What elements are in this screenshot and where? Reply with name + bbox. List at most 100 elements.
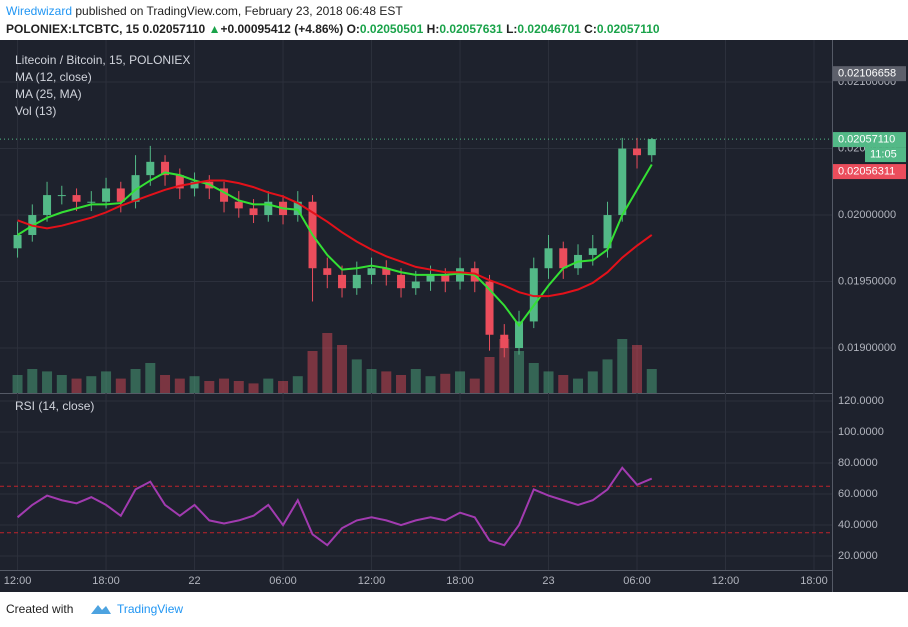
ohlc-value: 0.02050501	[359, 22, 424, 36]
price-tag	[833, 66, 906, 82]
volume-bar	[381, 371, 392, 393]
legend-entry: MA (25, MA)	[15, 87, 82, 101]
candle-body	[220, 188, 229, 202]
ohlc: O:0.02050501 H:0.02057631 L:0.02046701 C…	[347, 22, 660, 36]
volume-bar	[86, 376, 97, 393]
volume-bar	[322, 333, 333, 393]
published: published on TradingView.com, February 2…	[75, 4, 403, 18]
ohlc-value: 0.02057110	[596, 22, 660, 36]
candle-body	[352, 274, 361, 289]
ohlc-key: O:	[346, 22, 360, 36]
volume-bar	[233, 381, 244, 393]
candle-body	[57, 195, 66, 197]
volume-bar	[248, 383, 259, 393]
labels: 12:00 18:00 22 06:00 12:00 18:00 23 06:00 12:00 1…	[4, 53, 906, 587]
volume-bar	[130, 369, 141, 393]
y-tick-label: 100.0000	[838, 426, 884, 438]
candle-body	[367, 268, 376, 275]
symbol-line: POLONIEX:LTCBTC, 15 0.02057110 ▲+0.00095…	[6, 22, 660, 36]
price-tag	[833, 164, 906, 180]
x-tick-label: 12:00	[4, 575, 32, 587]
candle-body	[559, 248, 568, 269]
volume-bar	[71, 378, 82, 393]
y-tick-label: 20.0000	[838, 550, 878, 562]
volume-bar	[499, 339, 510, 393]
legend-entry: MA (12, close)	[15, 70, 92, 84]
volume-bar	[160, 375, 171, 393]
volume-bar	[440, 373, 451, 393]
candle-body	[633, 148, 642, 156]
volume-bar	[366, 369, 377, 393]
candle-body	[102, 188, 111, 202]
volume-bar	[425, 376, 436, 393]
price-tag	[833, 132, 906, 148]
candle-body	[293, 201, 302, 216]
candle-body	[529, 268, 538, 322]
y-tick-label: 0.01950000	[838, 275, 896, 287]
symbol: POLONIEX:LTCBTC, 15	[6, 22, 140, 36]
chart-title: Litecoin / Bitcoin, 15, POLONIEX	[15, 53, 190, 67]
candle-body	[441, 274, 450, 282]
ohlc-value: 0.02046701	[517, 22, 581, 36]
price-tag-label: 0.02056311	[838, 165, 895, 177]
volume-bar	[632, 345, 643, 393]
candle-body	[146, 161, 155, 176]
volume-bar	[337, 345, 348, 393]
brand[interactable]: TradingView	[117, 602, 184, 616]
x-tick-label: 23	[542, 575, 554, 587]
ohlc-key: C:	[584, 22, 597, 36]
x-tick-label: 18:00	[92, 575, 120, 587]
candle-body	[456, 268, 465, 282]
y-tick-label: 120.0000	[838, 395, 884, 407]
candle-body	[588, 248, 597, 255]
volume-bar	[573, 378, 584, 393]
chart-title: RSI (14, close)	[15, 399, 94, 413]
y-tick-label: 0.02000000	[838, 209, 896, 221]
change: +0.00095412 (+4.86%)	[220, 22, 344, 36]
legend-entry: Vol (13)	[15, 104, 56, 118]
candle-body	[323, 268, 332, 275]
candle-body	[485, 281, 494, 335]
ohlc-value: 0.02057631	[439, 22, 503, 36]
chart: 12:00 18:00 22 06:00 12:00 18:00 23 06:00 12:00 1…	[0, 40, 908, 592]
x-tick-label: 06:00	[269, 575, 297, 587]
volume-bar	[558, 375, 569, 393]
candle-body	[161, 161, 170, 176]
volume-bar	[602, 359, 613, 393]
x-tick-label: 12:00	[712, 575, 740, 587]
y-tick-label: 80.0000	[838, 457, 878, 469]
x-tick-label: 06:00	[623, 575, 651, 587]
x-tick-label: 12:00	[358, 575, 386, 587]
candle-body	[618, 148, 627, 216]
price-tag-label: 0.02106658	[838, 68, 896, 80]
countdown: 11:05	[870, 148, 897, 160]
x-tick-label: 18:00	[800, 575, 828, 587]
candle-body	[647, 139, 656, 156]
volume-bar	[189, 376, 200, 393]
candle-body	[234, 201, 243, 209]
volume-bar	[56, 375, 67, 393]
y-tick-label: 0.01900000	[838, 342, 896, 354]
volume-bar	[617, 339, 628, 393]
candle-body	[603, 215, 612, 249]
volume-bar	[410, 369, 421, 393]
publish-line: Wiredwizard published on TradingView.com…	[6, 4, 403, 18]
candle-body	[515, 321, 524, 349]
ma-line	[17, 179, 653, 298]
ohlc-key: L:	[506, 22, 518, 36]
volume-bar	[514, 351, 525, 393]
candle-body	[72, 195, 81, 202]
candle-body	[13, 234, 22, 249]
volume-bar	[27, 369, 38, 393]
volume-bar	[101, 371, 112, 393]
volume-bar	[219, 378, 230, 393]
x-tick-label: 18:00	[446, 575, 474, 587]
candle-body	[382, 268, 391, 275]
volume-bar	[455, 371, 466, 393]
ohlc-key: H:	[426, 22, 440, 36]
candle-body	[264, 201, 273, 216]
author[interactable]: Wiredwizard	[6, 4, 73, 18]
created-with: Created with	[6, 602, 74, 616]
candle-body	[249, 208, 258, 216]
candle-body	[426, 274, 435, 282]
